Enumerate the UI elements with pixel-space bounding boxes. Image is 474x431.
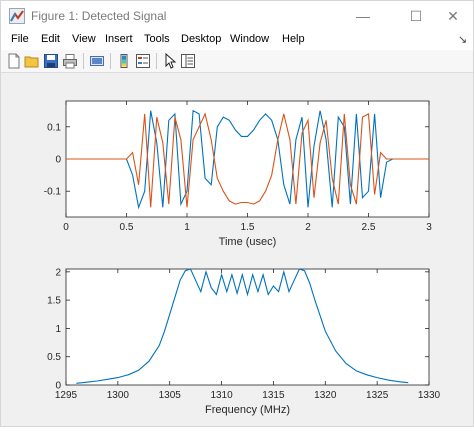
menu-view[interactable]: View xyxy=(72,33,96,45)
series-line-1-1 xyxy=(66,109,429,210)
y-tick-label: 0 xyxy=(55,381,61,392)
x-tick-label: 0.5 xyxy=(120,222,134,233)
series-line-2-1 xyxy=(76,269,409,384)
x-tick-label: 2.5 xyxy=(362,222,376,233)
menu-bar: File Edit View Insert Tools Desktop Wind… xyxy=(1,31,473,50)
axes-2-box xyxy=(65,268,430,386)
y-tick-label: 0.1 xyxy=(47,122,61,133)
y-tick-label: 1.5 xyxy=(47,296,61,307)
y-tick-label: -0.1 xyxy=(44,187,62,198)
minimize-icon: — xyxy=(356,8,370,24)
figure-toolbar xyxy=(1,50,473,73)
colorbar-icon[interactable] xyxy=(116,53,132,69)
series-line-1-2 xyxy=(66,112,429,208)
y-tick-label: 0 xyxy=(55,155,61,166)
minimize-button[interactable]: — xyxy=(341,1,385,31)
x-tick-label: 1325 xyxy=(366,390,389,401)
x-tick-label: 1295 xyxy=(55,390,78,401)
print-icon[interactable] xyxy=(62,53,78,69)
x-tick-label: 1330 xyxy=(418,390,441,401)
x-tick-label: 1.5 xyxy=(241,222,255,233)
y-tick-label: 1 xyxy=(55,324,61,335)
toolbar-separator xyxy=(156,53,157,69)
y-tick-label: 2 xyxy=(55,267,61,278)
figure-axes-container: 0 0.5 1 1.5 2 2.5 3 -0.1 0 0.1 Time (usec) 1295 1300… xyxy=(44,100,441,416)
x-tick-label: 1315 xyxy=(262,390,285,401)
link-plot-icon[interactable] xyxy=(89,53,105,69)
maximize-button[interactable]: ☐ xyxy=(394,1,438,31)
menu-file[interactable]: File xyxy=(11,33,29,45)
open-file-icon[interactable] xyxy=(24,53,40,69)
toolbar-separator xyxy=(110,53,111,69)
title-bar: Figure 1: Detected Signal — ☐ ✕ xyxy=(1,1,473,31)
x-tick-label: 2 xyxy=(305,222,311,233)
menu-desktop[interactable]: Desktop xyxy=(181,33,222,45)
maximize-icon: ☐ xyxy=(409,7,423,24)
close-icon: ✕ xyxy=(447,7,459,24)
matlab-app-icon xyxy=(9,8,25,24)
menu-insert[interactable]: Insert xyxy=(105,33,133,45)
legend-icon[interactable] xyxy=(135,53,151,69)
close-button[interactable]: ✕ xyxy=(431,1,474,31)
x-tick-label: 1305 xyxy=(159,390,182,401)
property-inspector-icon[interactable] xyxy=(180,53,196,69)
menu-help[interactable]: Help xyxy=(282,33,305,45)
window-title: Figure 1: Detected Signal xyxy=(31,9,167,23)
x-tick-label: 1 xyxy=(184,222,190,233)
x-axis-label: Time (usec) xyxy=(219,236,277,248)
x-axis-label: Frequency (MHz) xyxy=(205,404,290,416)
new-figure-icon[interactable] xyxy=(6,53,22,69)
menu-edit[interactable]: Edit xyxy=(41,33,60,45)
x-tick-label: 1310 xyxy=(210,390,233,401)
toolbar-separator xyxy=(83,53,84,69)
menu-window[interactable]: Window xyxy=(230,33,270,45)
y-tick-label: 0.5 xyxy=(47,352,61,363)
figure-canvas: 0 0.5 1 1.5 2 2.5 3 -0.1 0 0.1 Time (usec) 1295 1300… xyxy=(1,73,473,426)
x-tick-label: 1320 xyxy=(314,390,337,401)
save-icon[interactable] xyxy=(43,53,59,69)
x-tick-label: 1300 xyxy=(107,390,130,401)
x-tick-label: 0 xyxy=(63,222,69,233)
edit-plot-pointer-icon[interactable] xyxy=(162,53,178,69)
x-tick-label: 3 xyxy=(426,222,432,233)
menu-tools[interactable]: Tools xyxy=(144,33,170,45)
menu-undock-icon[interactable]: ↘ xyxy=(458,34,468,46)
